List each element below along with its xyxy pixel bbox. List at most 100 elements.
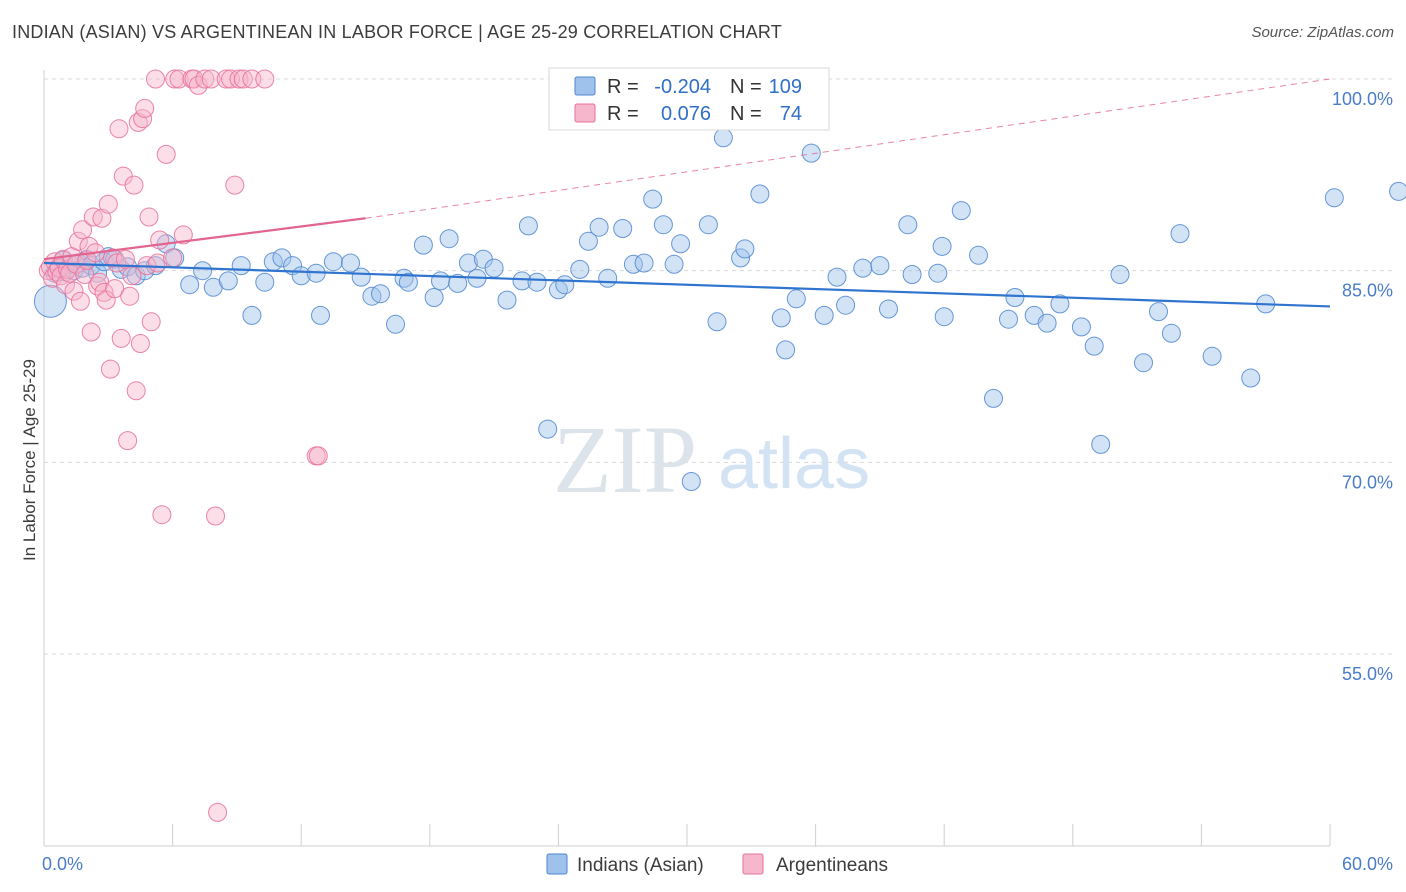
point-indians-asian <box>413 235 433 255</box>
point-argentineans <box>229 69 249 89</box>
legend-n-label-blue: N = <box>730 76 762 98</box>
point-indians-asian <box>242 305 262 325</box>
point-indians-asian <box>323 252 343 272</box>
point-argentineans <box>126 381 146 401</box>
grid-layer: 55.0% 70.0% 85.0% 100.0% <box>44 78 1393 684</box>
point-indians-asian <box>231 256 251 276</box>
point-indians-asian <box>1149 302 1168 322</box>
point-argentineans <box>94 282 114 302</box>
point-indians-asian <box>311 305 330 325</box>
point-indians-asian <box>671 234 691 254</box>
watermark-atlas: atlas <box>718 424 870 504</box>
axes-layer <box>43 70 1331 847</box>
point-indians-asian <box>484 258 504 278</box>
series-legend: Indians (Asian) Argentineans <box>546 853 888 876</box>
point-indians-asian <box>1202 346 1222 366</box>
point-argentineans <box>242 69 262 89</box>
point-argentineans <box>169 69 189 89</box>
legend-swatch-pink <box>574 103 596 123</box>
point-indians-asian <box>255 272 275 292</box>
point-argentineans <box>206 506 225 526</box>
point-indians-asian <box>643 189 663 209</box>
point-indians-asian <box>497 290 517 310</box>
trendline-argentineans-extension <box>365 78 1331 219</box>
point-indians-asian <box>750 184 770 204</box>
point-argentineans <box>225 175 245 195</box>
point-indians-asian <box>1134 353 1153 373</box>
point-indians-asian <box>448 273 468 293</box>
point-argentineans <box>64 281 84 301</box>
point-argentineans <box>100 359 120 379</box>
point-indians-asian <box>653 215 673 235</box>
point-argentineans <box>195 69 215 89</box>
point-indians-asian <box>613 219 633 238</box>
point-argentineans <box>124 175 144 195</box>
point-indians-asian <box>1050 294 1070 314</box>
watermark: ZIP atlas <box>553 406 870 513</box>
series-legend-label-argentineans: Argentineans <box>776 855 888 876</box>
point-argentineans <box>115 249 135 269</box>
point-indians-asian <box>771 308 791 328</box>
point-indians-asian <box>527 272 547 292</box>
y-axis-label: In Labor Force | Age 25-29 <box>20 359 39 561</box>
point-indians-asian <box>1005 288 1025 307</box>
point-argentineans <box>70 291 90 311</box>
legend-n-label-pink: N = <box>730 103 762 125</box>
point-indians-asian <box>898 215 918 235</box>
point-indians-asian <box>272 248 292 268</box>
point-argentineans <box>92 208 112 228</box>
legend-n-value-blue: 109 <box>769 76 802 98</box>
point-indians-asian <box>951 201 971 221</box>
trendline-argentineans <box>43 217 366 261</box>
point-indians-asian <box>932 236 952 256</box>
point-indians-asian <box>713 128 733 148</box>
point-indians-asian <box>33 284 67 318</box>
point-indians-asian <box>1091 434 1111 454</box>
series-legend-swatch-argentineans <box>742 853 764 875</box>
point-argentineans <box>255 69 275 89</box>
point-indians-asian <box>512 271 532 291</box>
x-tick-label-max: 60.0% <box>1342 854 1393 874</box>
point-argentineans <box>118 431 138 451</box>
point-indians-asian <box>1324 188 1344 208</box>
point-indians-asian <box>193 261 213 281</box>
point-indians-asian <box>1037 313 1057 333</box>
legend-r-value-pink: 0.076 <box>661 103 711 125</box>
point-argentineans <box>98 194 118 214</box>
point-indians-asian <box>776 340 796 360</box>
point-indians-asian <box>1241 368 1261 388</box>
point-indians-asian <box>999 309 1018 329</box>
x-tick-label-min: 0.0% <box>42 854 83 874</box>
point-indians-asian <box>681 472 701 491</box>
point-argentineans <box>165 69 185 89</box>
point-argentineans <box>120 286 140 306</box>
point-indians-asian <box>634 253 654 273</box>
point-indians-asian <box>598 268 618 288</box>
point-indians-asian <box>570 259 590 279</box>
point-indians-asian <box>836 295 856 315</box>
legend-r-value-blue: -0.204 <box>654 76 711 98</box>
y-tick-label: 85.0% <box>1342 281 1393 301</box>
point-indians-asian <box>589 217 609 237</box>
point-argentineans <box>135 98 155 118</box>
point-indians-asian <box>1110 265 1130 284</box>
point-indians-asian <box>1170 224 1190 244</box>
point-argentineans <box>73 220 93 240</box>
point-argentineans <box>105 279 125 299</box>
point-indians-asian <box>707 312 727 332</box>
point-indians-asian <box>879 299 898 319</box>
chart-source: Source: ZipAtlas.com <box>1251 24 1394 41</box>
y-tick-label: 70.0% <box>1342 472 1393 492</box>
point-indians-asian <box>518 216 538 236</box>
point-argentineans <box>163 248 183 268</box>
point-indians-asian <box>398 272 418 292</box>
point-indians-asian <box>969 245 988 265</box>
point-indians-asian <box>341 253 360 273</box>
point-indians-asian <box>458 253 478 273</box>
point-indians-asian <box>439 229 459 249</box>
point-argentineans <box>208 802 228 822</box>
legend-r-label-blue: R = <box>607 76 639 98</box>
point-indians-asian <box>827 267 847 287</box>
trend-layer <box>43 78 1331 308</box>
